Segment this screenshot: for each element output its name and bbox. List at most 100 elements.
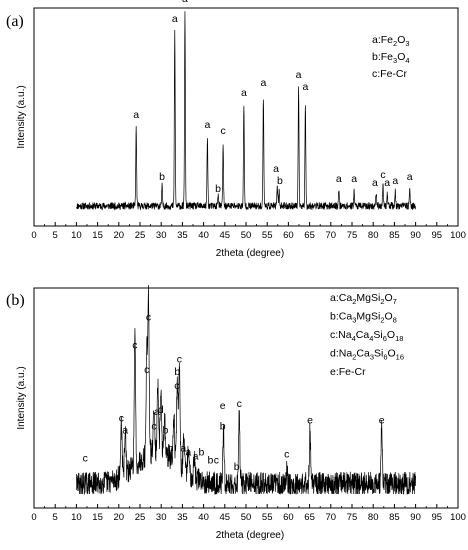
panel-1-peak-label: b <box>234 461 240 473</box>
panel-0-peak-label: a <box>260 77 266 89</box>
panel-1-legend-subscript: 8 <box>393 316 397 325</box>
panel-0-peak-label: a <box>407 171 413 183</box>
panel-1-legend-subscript: 3 <box>352 316 356 325</box>
panel-1-x-tick-label: 30 <box>156 512 167 523</box>
panel-1-x-tick-label: 0 <box>31 512 36 523</box>
panel-1-peak-label: a <box>122 424 128 436</box>
panel-0-legend-formula-part: Fe <box>381 34 393 46</box>
panel-1-legend-formula-part: Ca <box>339 311 353 323</box>
panel-1-peak-label: b <box>199 447 205 459</box>
panel-1-peak-label: c <box>174 380 179 392</box>
panel-0-x-axis-title: 2theta (degree) <box>216 248 284 259</box>
panel-0-peak-label: b <box>215 183 221 195</box>
panel-1-x-tick-label: 80 <box>368 512 379 523</box>
panel-0-x-tick-label: 25 <box>135 230 146 241</box>
panel-0-peak-label: a <box>241 87 247 99</box>
panel-1-legend-formula-part: Na <box>338 329 352 341</box>
panel-0-x-tick-label: 20 <box>114 230 125 241</box>
panel-1-x-tick-label: 50 <box>241 512 252 523</box>
panel-0-xrd-pattern-line <box>76 11 416 211</box>
panel-0-legend-formula-part: Fe-Cr <box>380 68 407 80</box>
panel-0-legend-entry: c:Fe-Cr <box>372 68 408 80</box>
panel-1-y-axis-title: Intensity (a.u.) <box>16 366 27 429</box>
panel-0-legend-formula-part: O <box>397 51 405 63</box>
panel-0-peak-label: a <box>384 177 390 189</box>
panel-1-peak-label: b <box>174 366 180 378</box>
panel-0-x-tick-label: 85 <box>389 230 400 241</box>
panel-1-x-tick-label: 85 <box>389 512 400 523</box>
panel-1-xrd-pattern-line <box>76 285 416 495</box>
panel-1-x-tick-label: 20 <box>114 512 125 523</box>
panel-1-legend-subscript: 18 <box>395 334 403 343</box>
panel-0-x-tick-label: 50 <box>241 230 252 241</box>
panel-1-legend-formula-part: O <box>384 292 392 304</box>
panel-1-x-tick-label: 10 <box>71 512 82 523</box>
panel-0-peak-label: a <box>372 177 378 189</box>
panel-1-legend-formula-part: Si <box>373 329 382 341</box>
panel-0-legend-entry: b:Fe3O4 <box>372 51 410 65</box>
panel-1-legend-entry: d:Na2Ca3Si6O16 <box>330 348 404 362</box>
panel-1-peak-label: e <box>220 400 226 412</box>
panel-1-peak-label: c <box>119 412 124 424</box>
panel-1-peak-label: e <box>307 414 313 426</box>
panel-1-legend-key: a: <box>330 292 339 304</box>
panel-1-peak-label: c <box>83 453 88 465</box>
panel-0-x-tick-label: 35 <box>177 230 188 241</box>
panel-0-x-tick-label: 75 <box>347 230 358 241</box>
panel-1-peak-label: c <box>214 455 219 467</box>
panel-1-legend-subscript: 4 <box>352 334 356 343</box>
panel-1-x-tick-label: 45 <box>220 512 231 523</box>
panel-1-legend-formula-part: O <box>384 311 392 323</box>
panel-1-legend-subscript: 2 <box>352 353 356 362</box>
panel-0-x-tick-label: 70 <box>326 230 337 241</box>
panel-0-legend-key: c: <box>372 68 380 80</box>
panel-1-peak-label: b <box>163 424 169 436</box>
panel-1-peak-label: a <box>180 443 186 455</box>
panel-1-peak-label: c <box>144 364 149 376</box>
panel-1-x-tick-label: 5 <box>53 512 58 523</box>
panel-1-x-tick-label: 40 <box>198 512 209 523</box>
panel-1-legend-key: e: <box>330 366 339 378</box>
panel-0-x-tick-label: 95 <box>432 230 443 241</box>
panel-0-legend-subscript: 4 <box>405 56 409 65</box>
panel-1-peak-label: c <box>146 311 151 323</box>
panel-0-legend-entry: a:Fe2O3 <box>372 34 410 48</box>
panel-1-legend-subscript: 6 <box>383 353 387 362</box>
panel-0-legend-key: b: <box>372 51 381 63</box>
panel-1-x-tick-label: 95 <box>432 512 443 523</box>
panel-0-x-tick-label: 30 <box>156 230 167 241</box>
panel-0-legend-subscript: 3 <box>405 39 409 48</box>
panel-1-legend-key: b: <box>330 311 339 323</box>
panel-0-chart: 0 5 10 15 20 25 30 35 40 45 50 55 60 65 70 75 80 85 90 95 10… <box>6 0 466 259</box>
panel-1-legend-subscript: 4 <box>369 334 373 343</box>
panel-0-peak-label: a <box>296 69 302 81</box>
panel-1-panel-label: (b) <box>6 292 25 309</box>
panel-0-x-tick-label: 5 <box>53 230 58 241</box>
panel-0-x-tick-label: 60 <box>283 230 294 241</box>
panel-1-x-tick-label: 70 <box>326 512 337 523</box>
panel-1-x-tick-label: 60 <box>283 512 294 523</box>
panel-0-x-tick-label: 10 <box>71 230 82 241</box>
panel-1-legend-formula-part: Ca <box>356 329 370 341</box>
panel-1-peak-label: c <box>132 340 137 352</box>
panel-1-x-tick-label: 35 <box>177 512 188 523</box>
panel-0-peak-label: b <box>159 171 165 183</box>
panel-1-legend-key: d: <box>330 348 339 360</box>
panel-1-peak-label: a <box>154 406 160 418</box>
panel-0-peak-label: a <box>392 175 398 187</box>
panel-1-legend-formula-part: O <box>387 329 395 341</box>
panel-1-legend-subscript: 7 <box>393 297 397 306</box>
panel-1-legend-formula-part: MgSi <box>356 311 380 323</box>
panel-1-legend-entry: e:Fe-Cr <box>330 366 366 378</box>
panel-1-x-tick-label: 15 <box>92 512 103 523</box>
panel-0-peak-label: a <box>204 119 210 131</box>
panel-1-legend-formula-part: Si <box>374 348 383 360</box>
panel-0-x-tick-label: 40 <box>198 230 209 241</box>
panel-0-x-tick-label: 90 <box>410 230 421 241</box>
panel-0-x-tick-label: 0 <box>31 230 36 241</box>
panel-1-legend-formula-part: Ca <box>339 292 353 304</box>
panel-0-x-tick-label: 55 <box>262 230 273 241</box>
panel-1-peak-label: c <box>284 449 289 461</box>
panel-0-x-tick-label: 15 <box>92 230 103 241</box>
panel-0-peak-label: c <box>380 169 385 181</box>
